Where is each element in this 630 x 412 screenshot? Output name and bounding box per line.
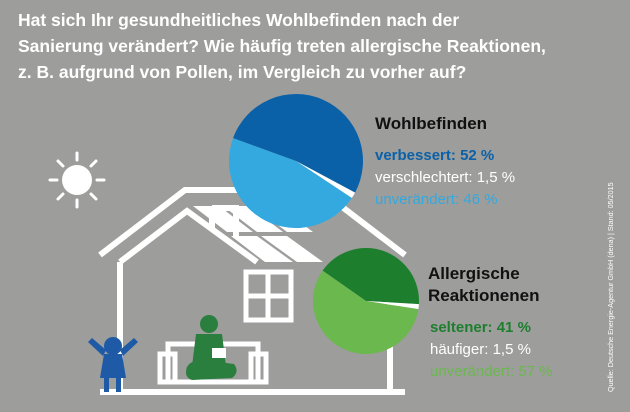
pie-slice-verschlechtert <box>296 161 356 199</box>
chart-title-wohlbefinden: Wohlbefinden <box>375 114 488 133</box>
legend-unveraendert: unverändert: 46 % <box>375 191 498 208</box>
legend-label: unverändert <box>430 363 511 380</box>
house-window <box>243 269 294 323</box>
legend-verbessert: verbessert: 52 % <box>375 147 495 164</box>
question-line: Hat sich Ihr gesundheitliches Wohlbefind… <box>18 10 460 30</box>
legend-value: 41 % <box>496 319 531 336</box>
sun-icon <box>48 151 106 209</box>
source-note: Quelle: Deutsche Energie-Agentur GmbH (d… <box>606 182 615 392</box>
pie-slice-verbessert <box>233 94 363 193</box>
book-icon <box>212 348 226 358</box>
pie-slice-h-ufiger <box>366 301 419 310</box>
legend-value: 1,5 % <box>492 341 531 358</box>
legend-value: 46 % <box>463 191 498 208</box>
pie-wohlbefinden <box>228 94 363 229</box>
child-figure <box>88 337 138 392</box>
pie-slice-unver-ndert <box>228 138 352 229</box>
legend-value: 1,5 % <box>476 169 516 186</box>
legend-label: unverändert <box>375 191 456 208</box>
pie-allergische-reaktionen <box>313 247 420 354</box>
legend-seltener: seltener: 41 % <box>430 319 531 336</box>
question-line: z. B. aufgrund von Pollen, im Vergleich … <box>18 62 467 82</box>
legend-label: seltener <box>430 319 488 336</box>
legend-value: 57 % <box>518 363 553 380</box>
legend-label: verschlechtert <box>375 169 469 186</box>
question-heading: Hat sich Ihr gesundheitliches Wohlbefind… <box>18 7 578 85</box>
legend-haeufiger: häufiger: 1,5 % <box>430 341 531 358</box>
house-gable <box>118 207 259 265</box>
pie-slice-unver-ndert <box>313 270 419 354</box>
legend-label: verbessert <box>375 147 451 164</box>
legend-label: häufiger <box>430 341 485 358</box>
sofa <box>157 341 269 385</box>
reading-person <box>186 315 237 380</box>
chart-title-line: Reaktionenen <box>428 286 540 305</box>
chart-title-line: Allergische <box>428 264 520 283</box>
chart-title-allergische-reaktionen: Allergische Reaktionenen <box>428 263 539 307</box>
legend-value: 52 % <box>460 147 495 164</box>
legend-unveraendert-allergie: unverändert: 57 % <box>430 363 553 380</box>
legend-verschlechtert: verschlechtert: 1,5 % <box>375 169 516 186</box>
pie-slice-seltener <box>322 247 420 305</box>
question-line: Sanierung verändert? Wie häufig treten a… <box>18 36 546 56</box>
